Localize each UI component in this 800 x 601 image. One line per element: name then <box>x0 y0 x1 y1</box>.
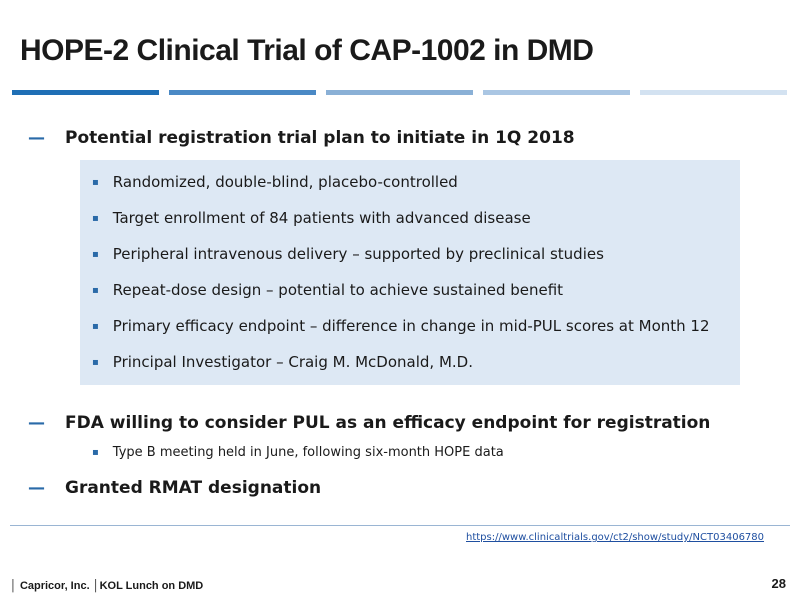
dash: — <box>28 128 45 148</box>
bullet: Target enrollment of 84 patients with ad… <box>92 200 710 236</box>
header-bars <box>12 90 787 95</box>
section-heading: — FDA willing to consider PUL as an effic… <box>28 413 710 433</box>
section-heading: — Potential registration trial plan to in… <box>28 128 575 148</box>
bullet-list: Randomized, double-blind, placebo-contro… <box>92 164 710 380</box>
bullet: Principal Investigator – Craig M. McDona… <box>92 344 710 380</box>
dash: — <box>28 478 45 498</box>
heading-text: Potential registration trial plan to ini… <box>65 128 575 148</box>
link[interactable]: https://www.clinicaltrials.gov/ct2/show/… <box>466 532 765 543</box>
section-heading: — Granted RMAT designation <box>28 478 321 498</box>
heading-text: FDA willing to consider PUL as an effica… <box>65 413 711 433</box>
bullet: Randomized, double-blind, placebo-contro… <box>92 164 710 200</box>
bullet: Peripheral intravenous delivery – suppor… <box>92 236 710 272</box>
bullet-list: Type B meeting held in June, following s… <box>92 440 504 464</box>
bullet: Type B meeting held in June, following s… <box>92 440 504 464</box>
event: KOL Lunch on DMD <box>99 580 204 592</box>
footer: │ Capricor, Inc. │KOL Lunch on DMD <box>10 580 204 592</box>
bullet: Primary efficacy endpoint – difference i… <box>92 308 710 344</box>
page-number: 28 <box>771 576 786 591</box>
heading-text: Granted RMAT designation <box>65 478 322 498</box>
divider <box>10 525 790 526</box>
company: Capricor, Inc. <box>19 580 90 592</box>
title: HOPE-2 Clinical Trial of CAP-1002 in DMD <box>20 34 594 67</box>
dash: — <box>28 413 45 433</box>
bullet: Repeat-dose design – potential to achiev… <box>92 272 710 308</box>
